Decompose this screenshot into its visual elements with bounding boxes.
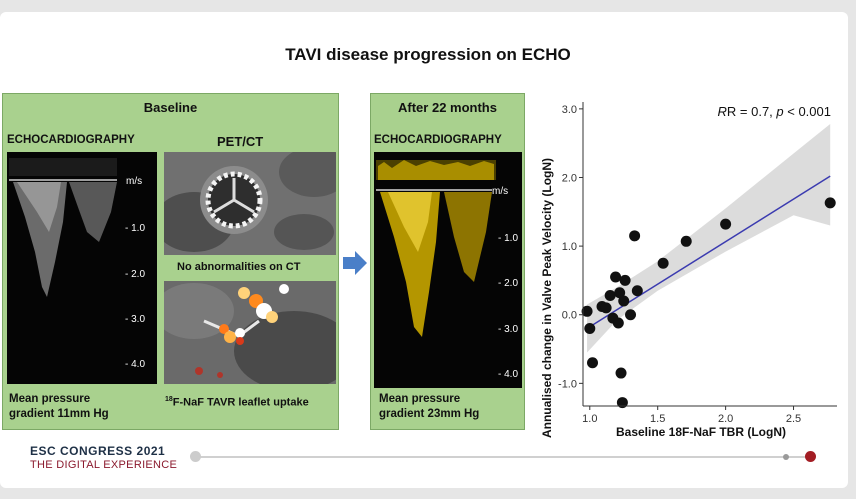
baseline-echo-image: m/s - 1.0 - 2.0 - 3.0 - 4.0	[7, 152, 157, 384]
y-axis-label: Annualised change in Valve Peak Velocity…	[540, 158, 554, 438]
y-tick-label: 1.0	[562, 241, 577, 253]
confidence-band	[587, 123, 831, 353]
data-point	[615, 367, 627, 379]
after-scale-tick: - 1.0	[498, 233, 518, 244]
baseline-echo-caption: Mean pressure gradient 11mm Hg	[9, 392, 109, 422]
data-point	[612, 317, 624, 329]
pet-caption: 18F-NaF TAVR leaflet uptake	[165, 392, 309, 411]
baseline-scale-unit: m/s	[126, 176, 142, 187]
data-point	[657, 257, 669, 269]
footer-subtitle: THE DIGITAL EXPERIENCE	[30, 459, 178, 471]
y-tick-label: 2.0	[562, 172, 577, 184]
baseline-scale-tick: - 4.0	[125, 359, 145, 370]
data-point	[614, 287, 626, 299]
after-echo-image: m/s - 1.0 - 2.0 - 3.0 - 4.0	[374, 152, 522, 388]
data-point	[824, 197, 836, 209]
data-point	[610, 271, 622, 283]
data-point	[604, 290, 616, 302]
x-tick-label: 2.5	[786, 413, 801, 425]
timeline-mid-marker	[783, 454, 789, 460]
pet-fusion-image	[164, 281, 336, 384]
data-point	[618, 295, 630, 307]
slide-title: TAVI disease progression on ECHO	[285, 45, 571, 64]
pet-caption-text: F-NaF TAVR leaflet uptake	[172, 396, 309, 409]
timeline-current-marker[interactable]	[805, 451, 816, 462]
footer-congress: ESC CONGRESS 2021	[30, 444, 166, 458]
data-point	[631, 285, 643, 297]
baseline-scale-tick: - 1.0	[125, 223, 145, 234]
data-point	[584, 322, 596, 334]
baseline-caption-line1: Mean pressure	[9, 393, 91, 405]
baseline-panel: Baseline ECHOCARDIOGRAPHY PET/CT m/s - 1…	[2, 93, 339, 430]
x-axis-label: Baseline 18F-NaF TBR (LogN)	[616, 425, 786, 439]
annotation-value: R = 0.7,	[727, 104, 777, 119]
after-scale-tick: - 3.0	[498, 324, 518, 335]
y-tick-label: 0.0	[562, 310, 577, 322]
ct-caption: No abnormalities on CT	[177, 261, 301, 273]
data-point	[680, 235, 692, 247]
pet-caption-superscript: 18	[165, 396, 173, 403]
after-caption-line2: gradient 23mm Hg	[379, 408, 480, 420]
annotation-p: p	[775, 104, 783, 119]
x-tick-label: 1.5	[650, 413, 665, 425]
annotation-r: R	[718, 104, 727, 119]
ct-image	[164, 152, 336, 255]
petct-label: PET/CT	[217, 134, 264, 149]
data-point	[720, 218, 732, 230]
baseline-echo-label: ECHOCARDIOGRAPHY	[7, 134, 135, 146]
baseline-header: Baseline	[143, 100, 198, 115]
scatter-chart: 1.0 1.5 2.0 2.5 -1.0 0.0 1.0 2.0 3.0 RR = 0.7, p…	[533, 88, 851, 440]
data-point	[587, 357, 599, 369]
baseline-scale-tick: - 3.0	[125, 314, 145, 325]
data-point	[625, 309, 637, 321]
after-echo-caption: Mean pressure gradient 23mm Hg	[379, 392, 479, 422]
annotation-threshold: < 0.001	[784, 104, 831, 119]
correlation-annotation: RR = 0.7, p < 0.001	[718, 104, 831, 119]
after-panel: After 22 months ECHOCARDIOGRAPHY m/s - 1…	[370, 93, 525, 430]
data-point	[581, 305, 593, 317]
x-tick-label: 1.0	[582, 413, 597, 425]
data-point	[616, 397, 628, 409]
baseline-scale-tick: - 2.0	[125, 269, 145, 280]
data-point	[629, 230, 641, 242]
after-scale-tick: - 2.0	[498, 278, 518, 289]
data-point	[619, 274, 631, 286]
baseline-caption-line2: gradient 11mm Hg	[9, 408, 109, 420]
timeline-start-marker	[190, 451, 201, 462]
progression-arrow-icon	[341, 249, 369, 282]
after-scale-unit: m/s	[492, 186, 508, 197]
after-echo-label: ECHOCARDIOGRAPHY	[374, 134, 502, 146]
y-tick-label: 3.0	[562, 104, 577, 116]
y-tick-label: -1.0	[558, 378, 577, 390]
scatter-chart-svg: 1.0 1.5 2.0 2.5 -1.0 0.0 1.0 2.0 3.0 RR = 0.7, p…	[540, 102, 837, 439]
after-caption-line1: Mean pressure	[379, 393, 461, 405]
x-tick-label: 2.0	[718, 413, 733, 425]
timeline-track	[196, 456, 812, 458]
data-point	[600, 302, 612, 314]
after-header: After 22 months	[398, 100, 497, 115]
after-scale-tick: - 4.0	[498, 369, 518, 380]
